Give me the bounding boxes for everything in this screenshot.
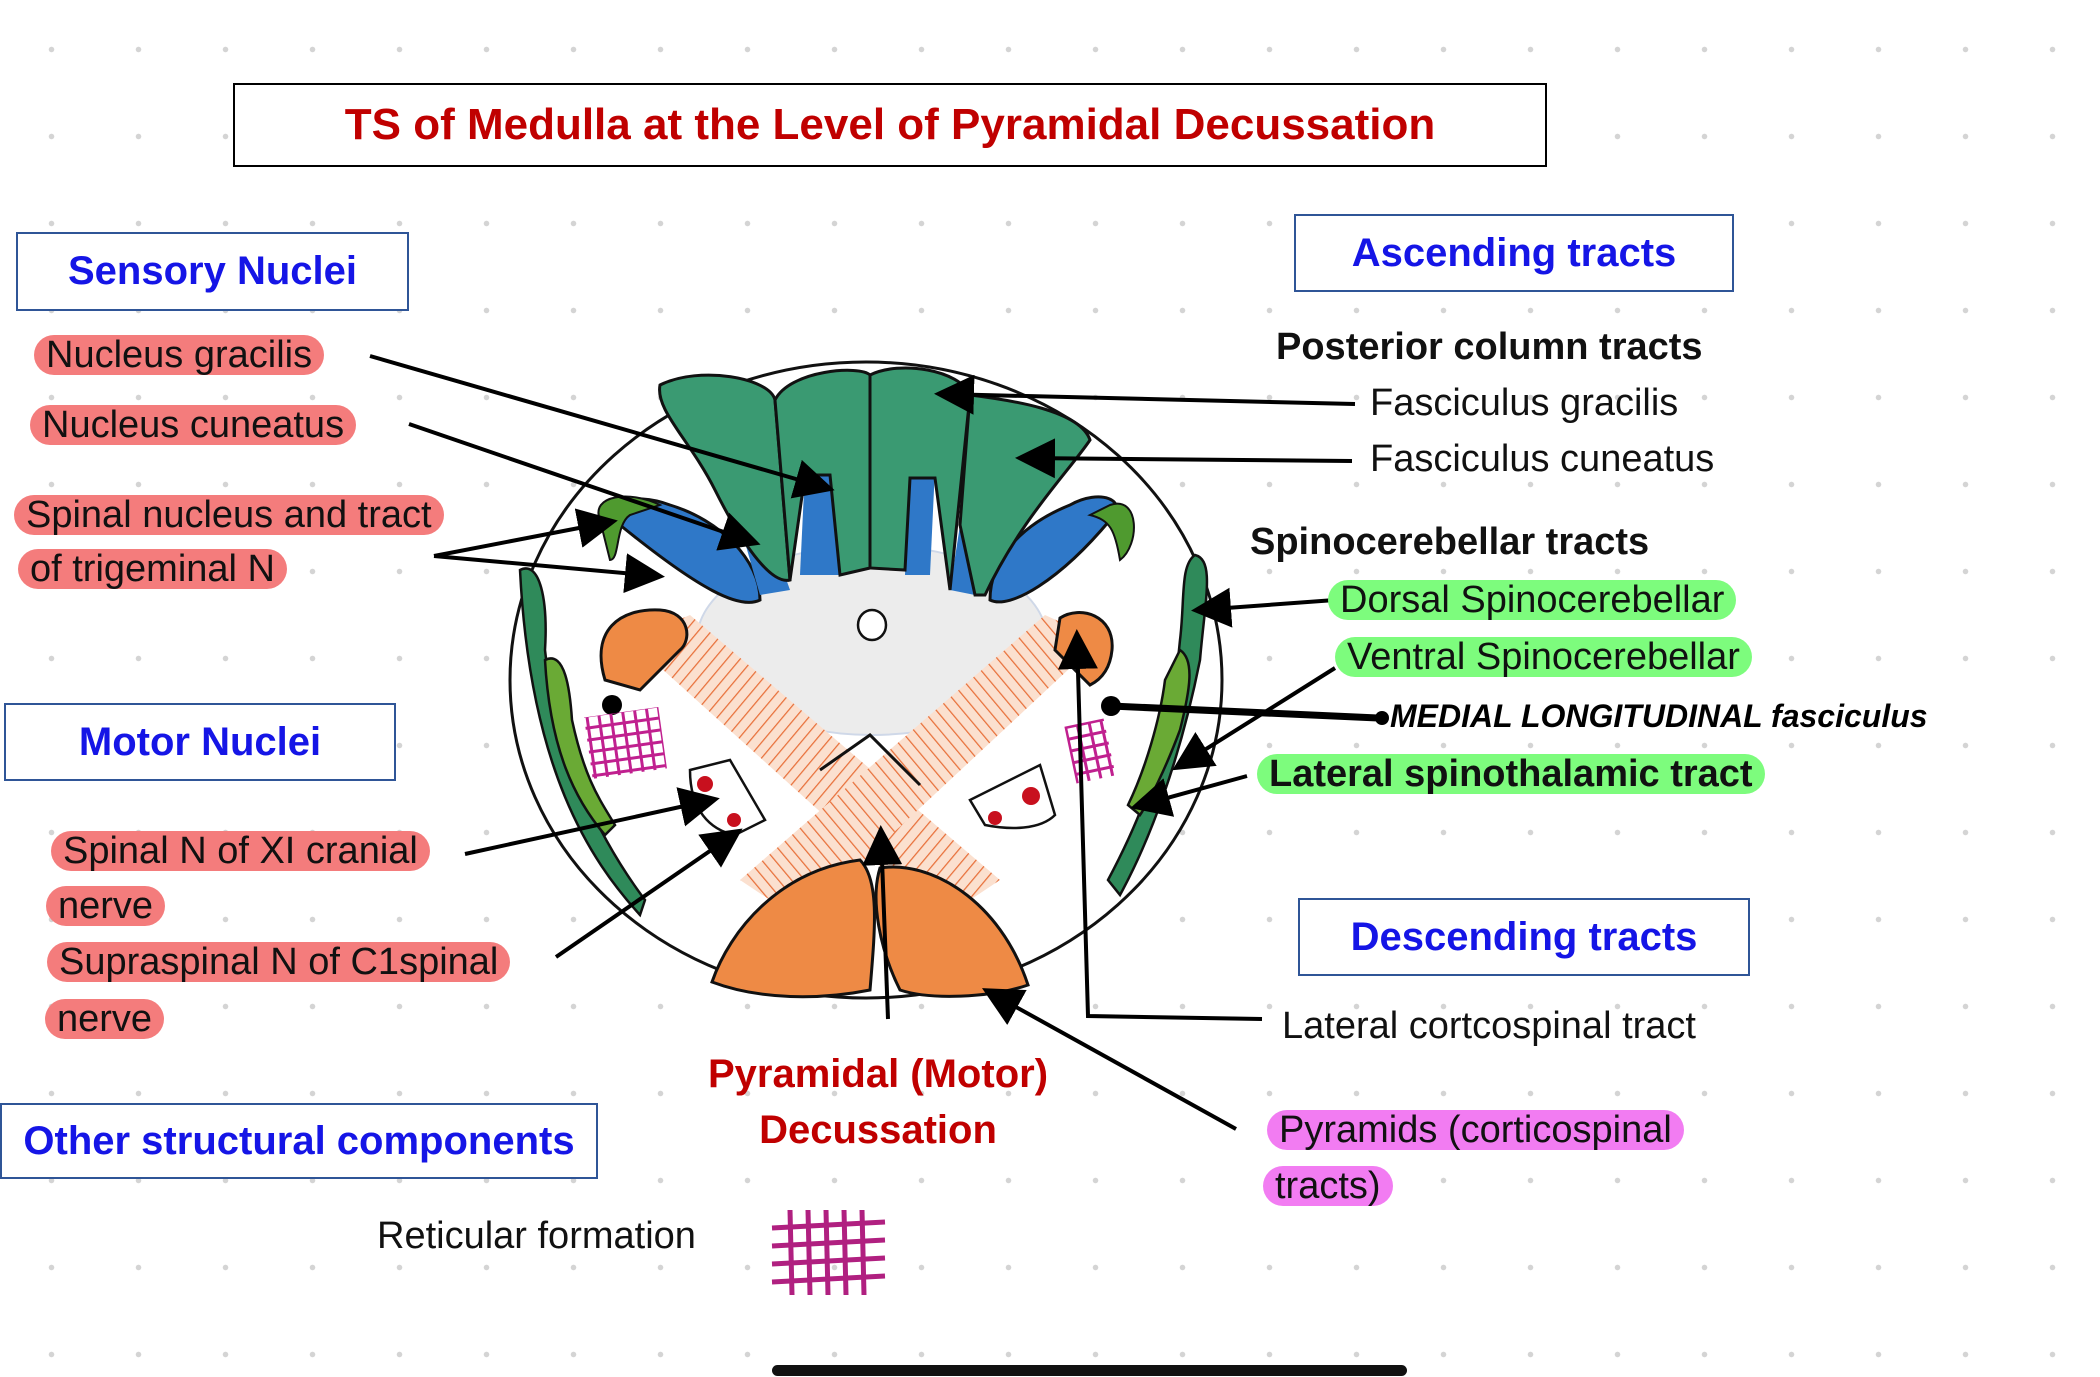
label-decussation-1: Pyramidal (Motor) [707, 1052, 1049, 1096]
fasciculus-cuneatus-right [958, 393, 1092, 597]
label-fasciculus-cuneatus: Fasciculus cuneatus [1370, 438, 1715, 480]
arrow-trigeminal-nucleus [433, 553, 665, 594]
label-lateral-corticospinal: Lateral cortcospinal tract [1282, 1005, 1696, 1047]
posterior-column-heading: Posterior column tracts [1276, 326, 1703, 368]
label-pyramids-2: tracts) [1263, 1166, 1393, 1206]
central-canal [856, 608, 888, 642]
ascending-tracts-heading: Ascending tracts [1294, 214, 1734, 292]
reticular-formation-legend-icon [771, 1209, 886, 1296]
arrow-fasciculus-cuneatus [1015, 438, 1353, 479]
spinal-trigeminal-tract-right [1087, 502, 1135, 562]
label-spinal-xi-1: Spinal N of XI cranial [51, 831, 430, 871]
supraspinal-nucleus-dot-left [727, 813, 741, 827]
sensory-nuclei-heading: Sensory Nuclei [16, 232, 409, 311]
motor-nuclei-heading: Motor Nuclei [4, 703, 396, 781]
mlf-leader-line [1110, 702, 1379, 722]
arrow-supraspinal [554, 828, 743, 959]
spinal-xi-nucleus-dot-left [697, 776, 713, 792]
label-spinal-trigeminal-2: of trigeminal N [18, 549, 287, 589]
arrow-spinal-xi [464, 787, 720, 856]
diagram-title: TS of Medulla at the Level of Pyramidal … [233, 83, 1547, 167]
label-pyramids-1: Pyramids (corticospinal [1267, 1110, 1684, 1150]
label-supraspinal-2: nerve [45, 999, 165, 1039]
arrow-nucleus-cuneatus [408, 422, 761, 551]
label-spinal-trigeminal-1: Spinal nucleus and tract [14, 495, 444, 535]
label-spinal-xi-2: nerve [46, 886, 166, 926]
motor-nucleus-dot-right-2 [1022, 787, 1040, 805]
nucleus-gracilis-right [905, 468, 935, 575]
label-nucleus-gracilis: Nucleus gracilis [34, 335, 325, 375]
decussating-fibers-left [630, 615, 1000, 920]
home-indicator-bar[interactable] [772, 1365, 1407, 1376]
reticular-formation-left [584, 707, 667, 779]
arrow-fasciculus-gracilis [934, 374, 1356, 415]
decussating-fibers-right [740, 615, 1100, 920]
label-nucleus-cuneatus: Nucleus cuneatus [30, 405, 357, 445]
mlf-leader-end [1375, 711, 1389, 725]
arrow-lateral-spinothalamic [1130, 774, 1248, 817]
arrow-pyramids [982, 988, 1237, 1131]
label-medial-longitudinal-fasciculus: MEDIAL LONGITUDINAL fasciculus [1390, 698, 1928, 734]
label-ventral-spinocerebellar: Ventral Spinocerebellar [1335, 637, 1752, 677]
corticospinal-head-left [599, 608, 689, 692]
arrow-ventral-spinocerebellar [1172, 666, 1337, 771]
label-lateral-spinothalamic: Lateral spinothalamic tract [1257, 754, 1765, 794]
reticular-formation-right [1064, 718, 1116, 784]
label-fasciculus-gracilis: Fasciculus gracilis [1370, 382, 1679, 424]
pyramid-left [710, 858, 876, 999]
spinocerebellar-heading: Spinocerebellar tracts [1250, 521, 1650, 563]
label-decussation-2: Decussation [759, 1108, 997, 1152]
label-reticular-formation: Reticular formation [377, 1215, 696, 1257]
arrow-nucleus-gracilis [369, 354, 835, 499]
lateral-tracts-left-inner [543, 657, 617, 837]
mlf-dot-left [602, 695, 622, 715]
lateral-tracts-left-outer [518, 567, 647, 918]
ventral-fissure-outline [819, 733, 922, 787]
arrow-decussation [862, 825, 903, 1020]
pyramid-right [874, 865, 1030, 998]
descending-tracts-heading: Descending tracts [1298, 898, 1750, 976]
motor-nucleus-dot-right-1 [988, 811, 1002, 825]
arrow-lateral-corticospinal [1057, 629, 1263, 1021]
label-supraspinal-1: Supraspinal N of C1spinal [47, 942, 511, 982]
label-dorsal-spinocerebellar: Dorsal Spinocerebellar [1328, 580, 1737, 620]
other-components-heading: Other structural components [0, 1103, 598, 1179]
arrow-trigeminal-tract [433, 508, 618, 558]
arrow-dorsal-spinocerebellar [1191, 587, 1336, 628]
